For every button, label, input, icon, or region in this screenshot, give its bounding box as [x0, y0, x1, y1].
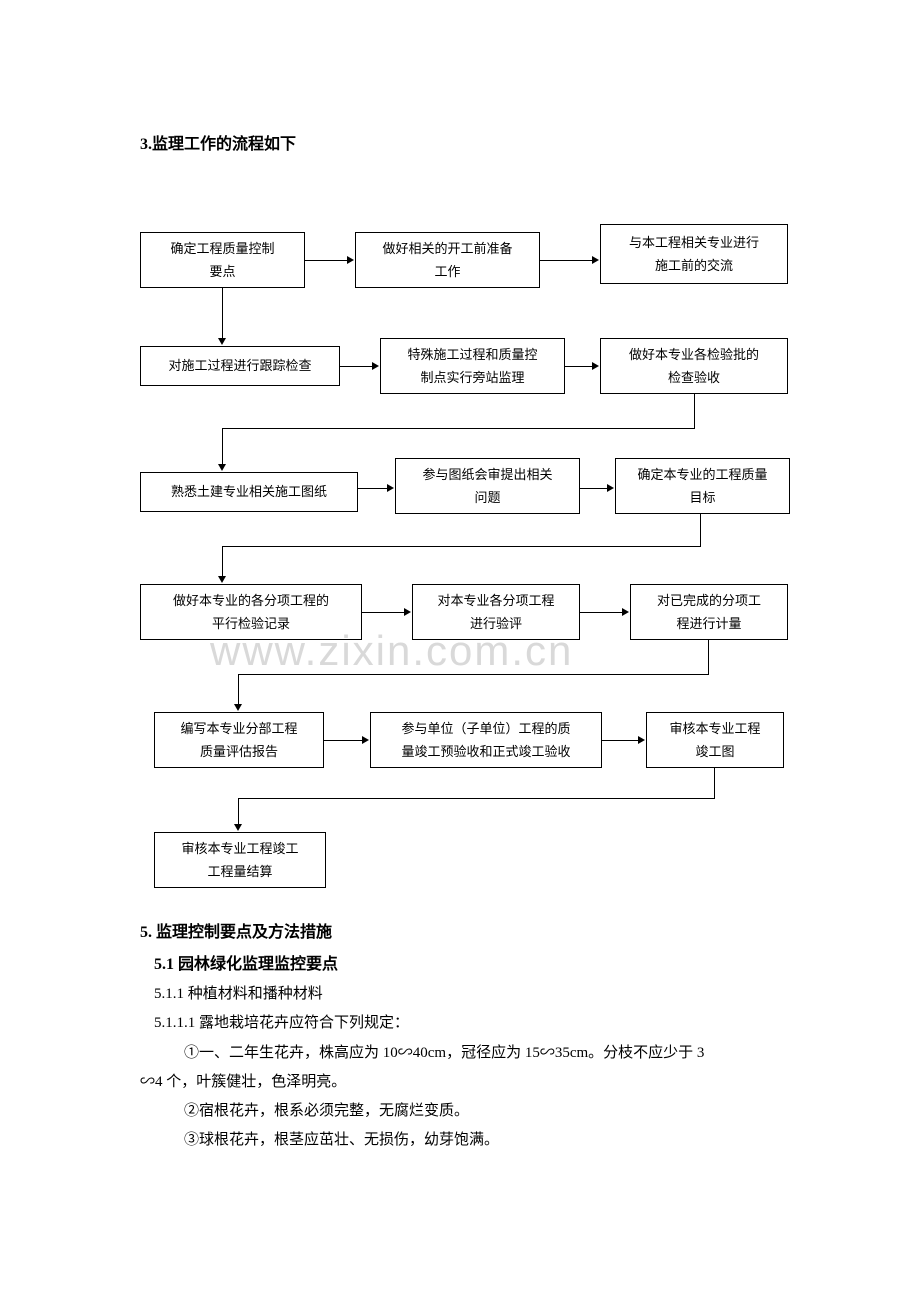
flow-node-5: 特殊施工过程和质量控制点实行旁站监理	[380, 338, 565, 394]
arrow	[305, 260, 349, 261]
flow-node-11: 对本专业各分项工程进行验评	[412, 584, 580, 640]
p-5-1-1: 5.1.1 种植材料和播种材料	[154, 980, 780, 1009]
arrow	[362, 612, 406, 613]
arrow	[540, 260, 594, 261]
arrow-head	[218, 338, 226, 345]
arrow	[222, 428, 695, 429]
list-item-1b: ∽4 个，叶簇健壮，色泽明亮。	[140, 1068, 780, 1097]
arrow-head	[234, 824, 242, 831]
arrow-head	[362, 736, 369, 744]
arrow-head	[347, 256, 354, 264]
flow-node-2: 做好相关的开工前准备工作	[355, 232, 540, 288]
section-5-1-heading: 5.1 园林绿化监理监控要点	[154, 950, 780, 974]
section-3-heading: 3.监理工作的流程如下	[140, 130, 780, 154]
flow-node-15: 审核本专业工程竣工图	[646, 712, 784, 768]
flow-node-12: 对已完成的分项工程进行计量	[630, 584, 788, 640]
flow-node-3: 与本工程相关专业进行施工前的交流	[600, 224, 788, 284]
arrow	[238, 674, 239, 706]
flow-node-4: 对施工过程进行跟踪检查	[140, 346, 340, 386]
arrow-head	[218, 576, 226, 583]
arrow-head	[607, 484, 614, 492]
arrow	[222, 428, 223, 466]
arrow	[580, 488, 609, 489]
arrow-head	[592, 256, 599, 264]
arrow	[694, 394, 695, 428]
section-5: 5. 监理控制要点及方法措施 5.1 园林绿化监理监控要点 5.1.1 种植材料…	[140, 918, 780, 1156]
flow-node-14: 参与单位（子单位）工程的质量竣工预验收和正式竣工验收	[370, 712, 602, 768]
arrow-head	[622, 608, 629, 616]
arrow	[324, 740, 364, 741]
arrow	[700, 514, 701, 546]
flow-node-7: 熟悉土建专业相关施工图纸	[140, 472, 358, 512]
list-item-3: ③球根花卉，根茎应茁壮、无损伤，幼芽饱满。	[154, 1126, 780, 1155]
arrow-head	[218, 464, 226, 471]
arrow	[340, 366, 374, 367]
flow-node-1: 确定工程质量控制要点	[140, 232, 305, 288]
flow-node-13: 编写本专业分部工程质量评估报告	[154, 712, 324, 768]
arrow	[580, 612, 624, 613]
arrow	[565, 366, 594, 367]
arrow	[238, 798, 239, 826]
arrow	[714, 768, 715, 798]
arrow-head	[234, 704, 242, 711]
flow-node-10: 做好本专业的各分项工程的平行检验记录	[140, 584, 362, 640]
arrow-head	[372, 362, 379, 370]
arrow	[238, 798, 715, 799]
arrow	[358, 488, 389, 489]
section-5-heading: 5. 监理控制要点及方法措施	[140, 918, 780, 942]
arrow	[708, 640, 709, 674]
p-5-1-1-1: 5.1.1.1 露地栽培花卉应符合下列规定：	[154, 1009, 780, 1038]
flow-node-8: 参与图纸会审提出相关问题	[395, 458, 580, 514]
arrow-head	[638, 736, 645, 744]
list-item-1a: ①一、二年生花卉，株高应为 10∽40cm，冠径应为 15∽35cm。分枝不应少…	[154, 1039, 780, 1068]
arrow-head	[387, 484, 394, 492]
flowchart-container: 确定工程质量控制要点 做好相关的开工前准备工作 与本工程相关专业进行施工前的交流…	[140, 182, 790, 902]
arrow	[602, 740, 640, 741]
flow-node-6: 做好本专业各检验批的检查验收	[600, 338, 788, 394]
arrow-head	[592, 362, 599, 370]
arrow	[222, 288, 223, 340]
arrow	[222, 546, 701, 547]
arrow	[222, 546, 223, 578]
flow-node-16: 审核本专业工程竣工工程量结算	[154, 832, 326, 888]
arrow	[238, 674, 709, 675]
flow-node-9: 确定本专业的工程质量目标	[615, 458, 790, 514]
list-item-2: ②宿根花卉，根系必须完整，无腐烂变质。	[154, 1097, 780, 1126]
arrow-head	[404, 608, 411, 616]
